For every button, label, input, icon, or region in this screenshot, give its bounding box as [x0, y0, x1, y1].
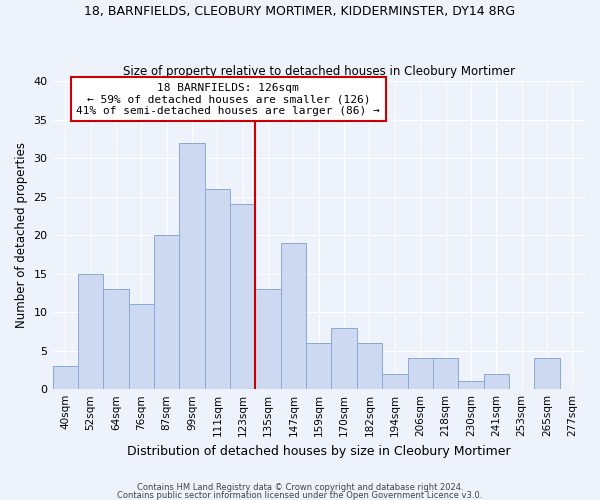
Bar — [306, 343, 331, 389]
Bar — [78, 274, 103, 389]
Bar — [382, 374, 407, 389]
Title: Size of property relative to detached houses in Cleobury Mortimer: Size of property relative to detached ho… — [123, 66, 515, 78]
Bar — [281, 243, 306, 389]
Bar — [407, 358, 433, 389]
Y-axis label: Number of detached properties: Number of detached properties — [15, 142, 28, 328]
Bar — [484, 374, 509, 389]
Bar — [205, 189, 230, 389]
Bar — [256, 289, 281, 389]
Bar — [154, 235, 179, 389]
Bar — [458, 382, 484, 389]
Bar — [230, 204, 256, 389]
Bar — [128, 304, 154, 389]
Text: Contains HM Land Registry data © Crown copyright and database right 2024.: Contains HM Land Registry data © Crown c… — [137, 484, 463, 492]
Bar — [433, 358, 458, 389]
Text: Contains public sector information licensed under the Open Government Licence v3: Contains public sector information licen… — [118, 490, 482, 500]
Bar — [357, 343, 382, 389]
Bar — [179, 142, 205, 389]
Bar — [53, 366, 78, 389]
Bar — [331, 328, 357, 389]
Text: 18, BARNFIELDS, CLEOBURY MORTIMER, KIDDERMINSTER, DY14 8RG: 18, BARNFIELDS, CLEOBURY MORTIMER, KIDDE… — [85, 5, 515, 18]
X-axis label: Distribution of detached houses by size in Cleobury Mortimer: Distribution of detached houses by size … — [127, 444, 511, 458]
Bar — [103, 289, 128, 389]
Bar — [534, 358, 560, 389]
Text: 18 BARNFIELDS: 126sqm
← 59% of detached houses are smaller (126)
41% of semi-det: 18 BARNFIELDS: 126sqm ← 59% of detached … — [76, 82, 380, 116]
